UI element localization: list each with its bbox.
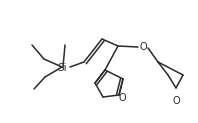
Text: O: O [118, 93, 126, 103]
Text: O: O [139, 42, 147, 52]
Text: O: O [172, 96, 180, 106]
Text: Si: Si [57, 63, 67, 73]
